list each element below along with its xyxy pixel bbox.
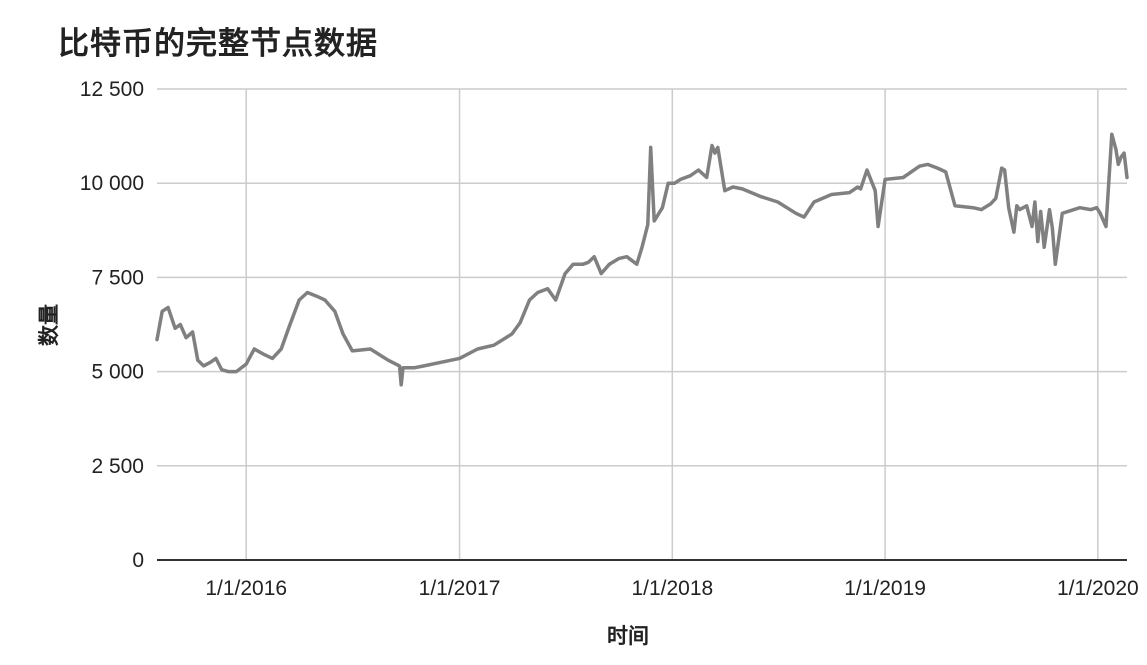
x-tick-label: 1/1/2018 [631, 577, 713, 600]
y-tick-label: 0 [132, 549, 144, 572]
tick-labels: 0 2 500 5 000 7 500 10 000 12 500 1/1/2016 1/1/… [80, 78, 1139, 600]
y-axis-title: 数量 [37, 304, 61, 346]
x-axis-title: 时间 [607, 624, 649, 648]
y-tick-label: 7 500 [91, 266, 144, 289]
y-tick-label: 5 000 [91, 361, 144, 384]
x-tick-label: 1/1/2016 [205, 577, 287, 600]
x-tick-label: 1/1/2020 [1057, 577, 1139, 600]
series-layer [155, 132, 1129, 387]
x-tick-label: 1/1/2017 [419, 577, 501, 600]
series-line [155, 132, 1129, 387]
y-tick-label: 12 500 [80, 78, 144, 101]
gridlines [157, 88, 1127, 560]
y-tick-label: 2 500 [91, 455, 144, 478]
y-tick-label: 10 000 [80, 172, 144, 195]
x-tick-label: 1/1/2019 [844, 577, 926, 600]
chart-title: 比特币的完整节点数据 [58, 26, 378, 62]
